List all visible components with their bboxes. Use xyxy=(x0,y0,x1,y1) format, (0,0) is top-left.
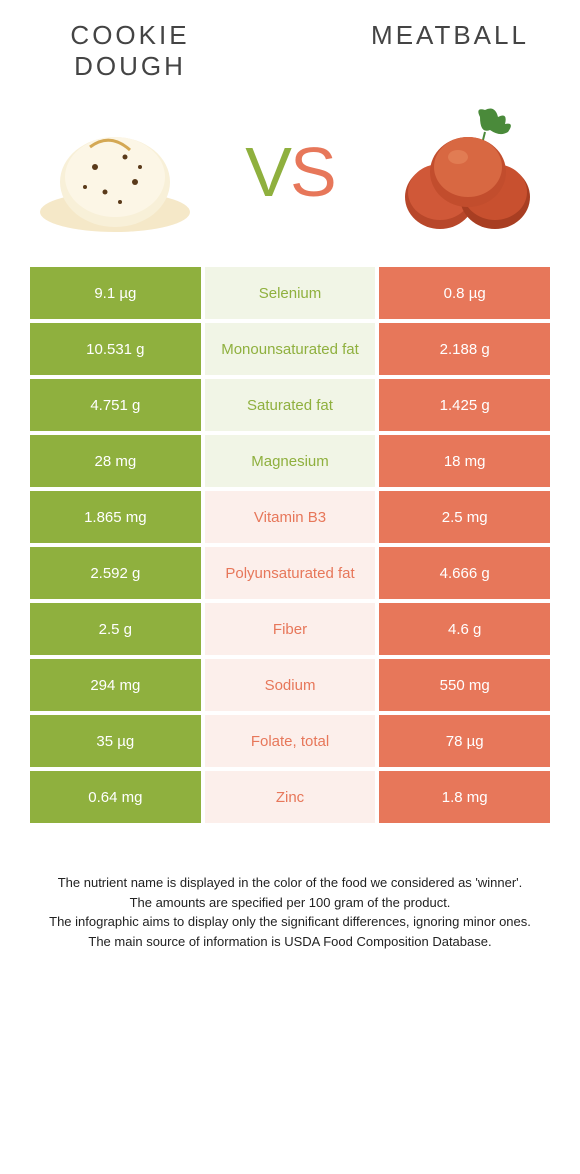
nutrient-name: Zinc xyxy=(205,771,376,823)
left-value: 2.5 g xyxy=(30,603,201,655)
left-value: 1.865 mg xyxy=(30,491,201,543)
nutrient-name: Polyunsaturated fat xyxy=(205,547,376,599)
nutrient-name: Selenium xyxy=(205,267,376,319)
nutrient-row: 10.531 gMonounsaturated fat2.188 g xyxy=(30,323,550,375)
nutrient-name: Saturated fat xyxy=(205,379,376,431)
left-value: 9.1 µg xyxy=(30,267,201,319)
nutrient-name: Monounsaturated fat xyxy=(205,323,376,375)
nutrient-name: Sodium xyxy=(205,659,376,711)
left-value: 35 µg xyxy=(30,715,201,767)
footnotes: The nutrient name is displayed in the co… xyxy=(30,873,550,951)
nutrient-name: Folate, total xyxy=(205,715,376,767)
right-value: 18 mg xyxy=(379,435,550,487)
right-value: 0.8 µg xyxy=(379,267,550,319)
header: COOKIE DOUGH MEATBALL xyxy=(30,20,550,82)
nutrient-row: 294 mgSodium550 mg xyxy=(30,659,550,711)
nutrient-row: 28 mgMagnesium18 mg xyxy=(30,435,550,487)
nutrient-name: Fiber xyxy=(205,603,376,655)
left-value: 4.751 g xyxy=(30,379,201,431)
footnote-line: The amounts are specified per 100 gram o… xyxy=(40,893,540,913)
right-value: 1.425 g xyxy=(379,379,550,431)
nutrient-row: 4.751 gSaturated fat1.425 g xyxy=(30,379,550,431)
footnote-line: The main source of information is USDA F… xyxy=(40,932,540,952)
left-value: 294 mg xyxy=(30,659,201,711)
left-value: 28 mg xyxy=(30,435,201,487)
images-row: VS xyxy=(30,102,550,242)
nutrient-name: Vitamin B3 xyxy=(205,491,376,543)
right-value: 2.188 g xyxy=(379,323,550,375)
right-value: 4.6 g xyxy=(379,603,550,655)
right-value: 78 µg xyxy=(379,715,550,767)
nutrient-row: 9.1 µgSelenium0.8 µg xyxy=(30,267,550,319)
meatball-image xyxy=(380,102,550,242)
cookie-dough-image xyxy=(30,102,200,242)
right-value: 2.5 mg xyxy=(379,491,550,543)
left-value: 0.64 mg xyxy=(30,771,201,823)
vs-s: S xyxy=(290,133,335,211)
vs-label: VS xyxy=(245,132,334,212)
nutrient-row: 2.592 gPolyunsaturated fat4.666 g xyxy=(30,547,550,599)
nutrient-name: Magnesium xyxy=(205,435,376,487)
right-value: 4.666 g xyxy=(379,547,550,599)
nutrient-row: 0.64 mgZinc1.8 mg xyxy=(30,771,550,823)
right-food-title: MEATBALL xyxy=(350,20,550,51)
nutrient-row: 35 µgFolate, total78 µg xyxy=(30,715,550,767)
right-value: 550 mg xyxy=(379,659,550,711)
footnote-line: The nutrient name is displayed in the co… xyxy=(40,873,540,893)
nutrient-row: 1.865 mgVitamin B32.5 mg xyxy=(30,491,550,543)
right-value: 1.8 mg xyxy=(379,771,550,823)
footnote-line: The infographic aims to display only the… xyxy=(40,912,540,932)
left-value: 10.531 g xyxy=(30,323,201,375)
nutrient-row: 2.5 gFiber4.6 g xyxy=(30,603,550,655)
vs-v: V xyxy=(245,133,290,211)
nutrient-table: 9.1 µgSelenium0.8 µg10.531 gMonounsatura… xyxy=(30,267,550,823)
left-value: 2.592 g xyxy=(30,547,201,599)
left-food-title: COOKIE DOUGH xyxy=(30,20,230,82)
